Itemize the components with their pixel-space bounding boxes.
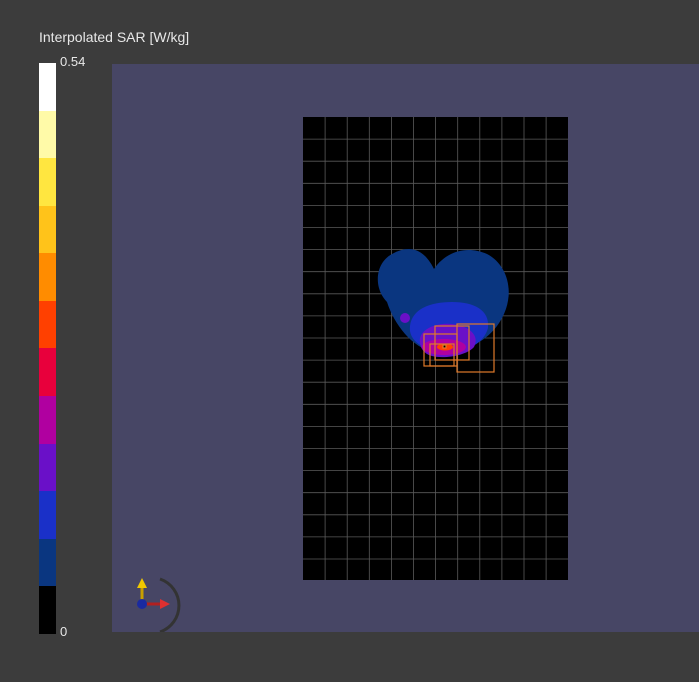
colorbar-segment [39,301,56,349]
colorbar-segment [39,206,56,254]
colorbar-segment [39,253,56,301]
3d-viewport[interactable] [112,64,699,632]
colorbar-segment [39,348,56,396]
peak-location-marker [443,345,446,348]
colorbar-segment [39,444,56,492]
colorbar-segment [39,158,56,206]
colorbar-max-label: 0.54 [60,54,85,69]
colorbar-segment [39,63,56,111]
colorbar-segment [39,396,56,444]
colorbar-min-label: 0 [60,624,67,639]
colorbar-title: Interpolated SAR [W/kg] [39,29,189,45]
colorbar-segment [39,539,56,587]
colorbar-segment [39,111,56,159]
colorbar-segment [39,491,56,539]
sar-colorbar [39,63,56,634]
colorbar-segment [39,586,56,634]
sar-contour-secondary [400,313,410,323]
